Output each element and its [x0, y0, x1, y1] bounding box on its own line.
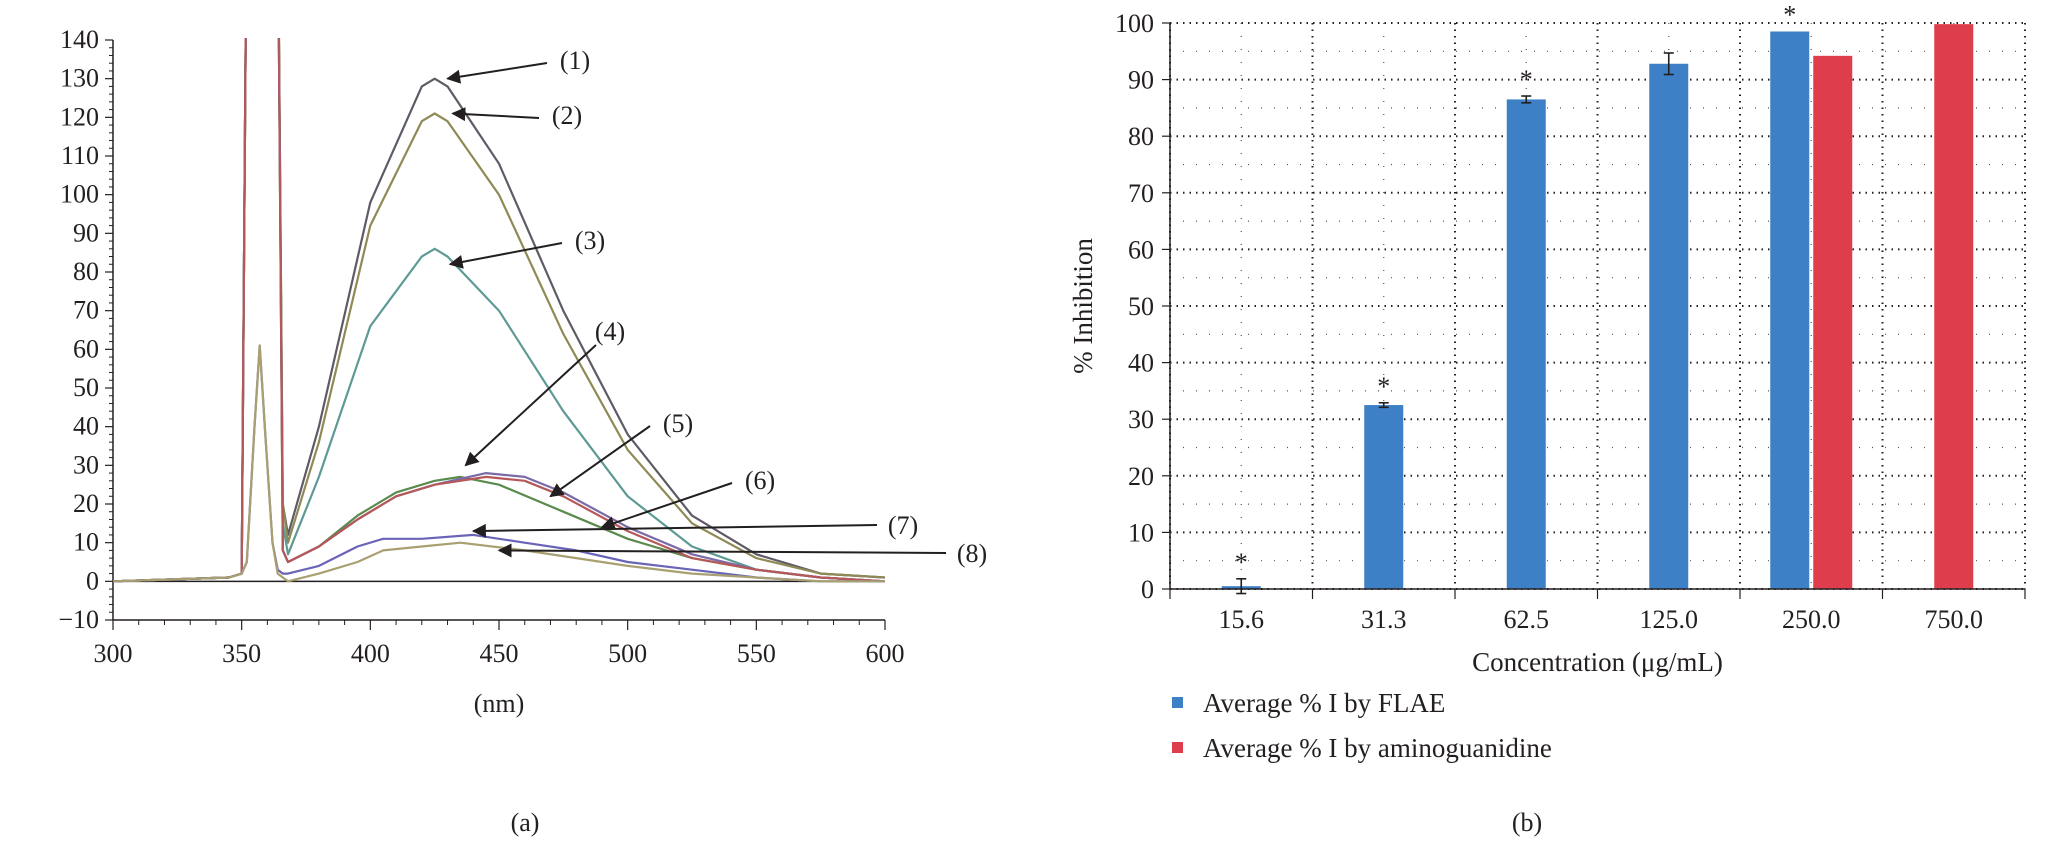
y-tick-label: 20	[73, 489, 99, 518]
y-tick-label: 90	[1128, 66, 1154, 95]
y-tick-label: 120	[60, 102, 99, 131]
legend-label: Average % I by aminoguanidine	[1203, 733, 1552, 763]
legend-swatch	[1172, 697, 1183, 708]
curve-label-1: (1)	[560, 46, 590, 75]
bar-flae-31.3	[1364, 405, 1404, 589]
y-tick-label: 30	[73, 450, 99, 479]
callout-arrow	[446, 62, 548, 84]
y-tick-label: 80	[1128, 122, 1154, 151]
x-tick-label: 300	[94, 639, 133, 668]
legend-label: Average % I by FLAE	[1203, 688, 1445, 718]
y-tick-label: 60	[73, 334, 99, 363]
y-tick-label: 0	[86, 566, 99, 595]
significance-marker: *	[1520, 65, 1533, 94]
y-tick-label: 140	[60, 25, 99, 54]
curve-label-7: (7)	[888, 511, 918, 540]
callout-arrow	[600, 482, 733, 530]
series-line-8	[113, 344, 885, 583]
panel-a-chart: −10 0 10 20 30 40 50 60 70 80 90 100 110 120 130 140 300…	[58, 25, 987, 718]
y-tick-label: 70	[1128, 179, 1154, 208]
x-tick-label: 750.0	[1925, 605, 1984, 634]
y-tick-label: 130	[60, 64, 99, 93]
y-tick-label: 30	[1128, 405, 1154, 434]
bar-flae-250.0	[1770, 31, 1810, 590]
panel-b-label: (b)	[1512, 808, 1542, 837]
callout-arrow	[451, 107, 540, 122]
panel-b-chart: * * * * 0 10 20 30 40 50 60 70 80 90 100 15.6 31.3 62.5 12…	[1068, 0, 2026, 763]
y-tick-label: 40	[73, 412, 99, 441]
series-line-6	[113, 38, 885, 583]
x-tick-label: 600	[866, 639, 905, 668]
x-axis-label: (nm)	[474, 689, 525, 718]
x-tick-label: 500	[608, 639, 647, 668]
bar-aminoguanidine-250.0	[1813, 55, 1853, 589]
series-line-1	[113, 38, 885, 583]
significance-marker: *	[1235, 548, 1248, 577]
curve-label-3: (3)	[575, 226, 605, 255]
bar-aminoguanidine-750.0	[1934, 24, 1974, 589]
x-tick-label: 250.0	[1782, 605, 1841, 634]
y-tick-label: 70	[73, 296, 99, 325]
y-tick-label: 40	[1128, 349, 1154, 378]
x-tick-label: 400	[351, 639, 390, 668]
significance-marker: *	[1783, 0, 1796, 29]
series-line-2	[113, 38, 885, 583]
x-tick-label: 62.5	[1504, 605, 1550, 634]
curve-label-5: (5)	[663, 409, 693, 438]
curve-label-8: (8)	[957, 539, 987, 568]
grid	[1169, 22, 2026, 590]
panel-a-label: (a)	[511, 808, 540, 837]
y-tick-label: −10	[58, 605, 99, 634]
y-tick-label: 60	[1128, 235, 1154, 264]
callout-arrow	[471, 523, 878, 538]
x-tick-label: 350	[222, 639, 261, 668]
y-tick-label: 10	[73, 528, 99, 557]
y-tick-label: 100	[1115, 9, 1154, 38]
significance-marker: *	[1377, 372, 1390, 401]
callout-arrow	[448, 242, 563, 269]
x-tick-label: 550	[737, 639, 776, 668]
y-tick-label: 50	[73, 373, 99, 402]
x-tick-label: 31.3	[1361, 605, 1407, 634]
y-tick-label: 110	[61, 141, 99, 170]
y-tick-label: 0	[1141, 575, 1154, 604]
series-line-7	[113, 344, 885, 583]
curve-label-6: (6)	[745, 466, 775, 495]
series-line-3	[113, 38, 885, 583]
x-tick-label: 15.6	[1219, 605, 1265, 634]
x-tick-label: 125.0	[1640, 605, 1699, 634]
callout-arrow	[549, 425, 651, 498]
callout-arrow	[464, 344, 597, 467]
y-tick-label: 10	[1128, 518, 1154, 547]
callout-arrow	[497, 543, 947, 558]
legend-swatch	[1172, 742, 1183, 753]
y-axis-label: % Inhibition	[1068, 238, 1098, 374]
y-tick-label: 100	[60, 180, 99, 209]
x-tick-label: 450	[480, 639, 519, 668]
curve-label-4: (4)	[595, 317, 625, 346]
x-axis-label: Concentration (μg/mL)	[1472, 647, 1723, 677]
y-tick-label: 50	[1128, 292, 1154, 321]
bar-flae-125.0	[1649, 63, 1689, 589]
curve-label-2: (2)	[552, 101, 582, 130]
y-tick-label: 80	[73, 257, 99, 286]
bar-flae-62.5	[1506, 99, 1546, 589]
y-tick-label: 20	[1128, 462, 1154, 491]
y-tick-label: 90	[73, 218, 99, 247]
